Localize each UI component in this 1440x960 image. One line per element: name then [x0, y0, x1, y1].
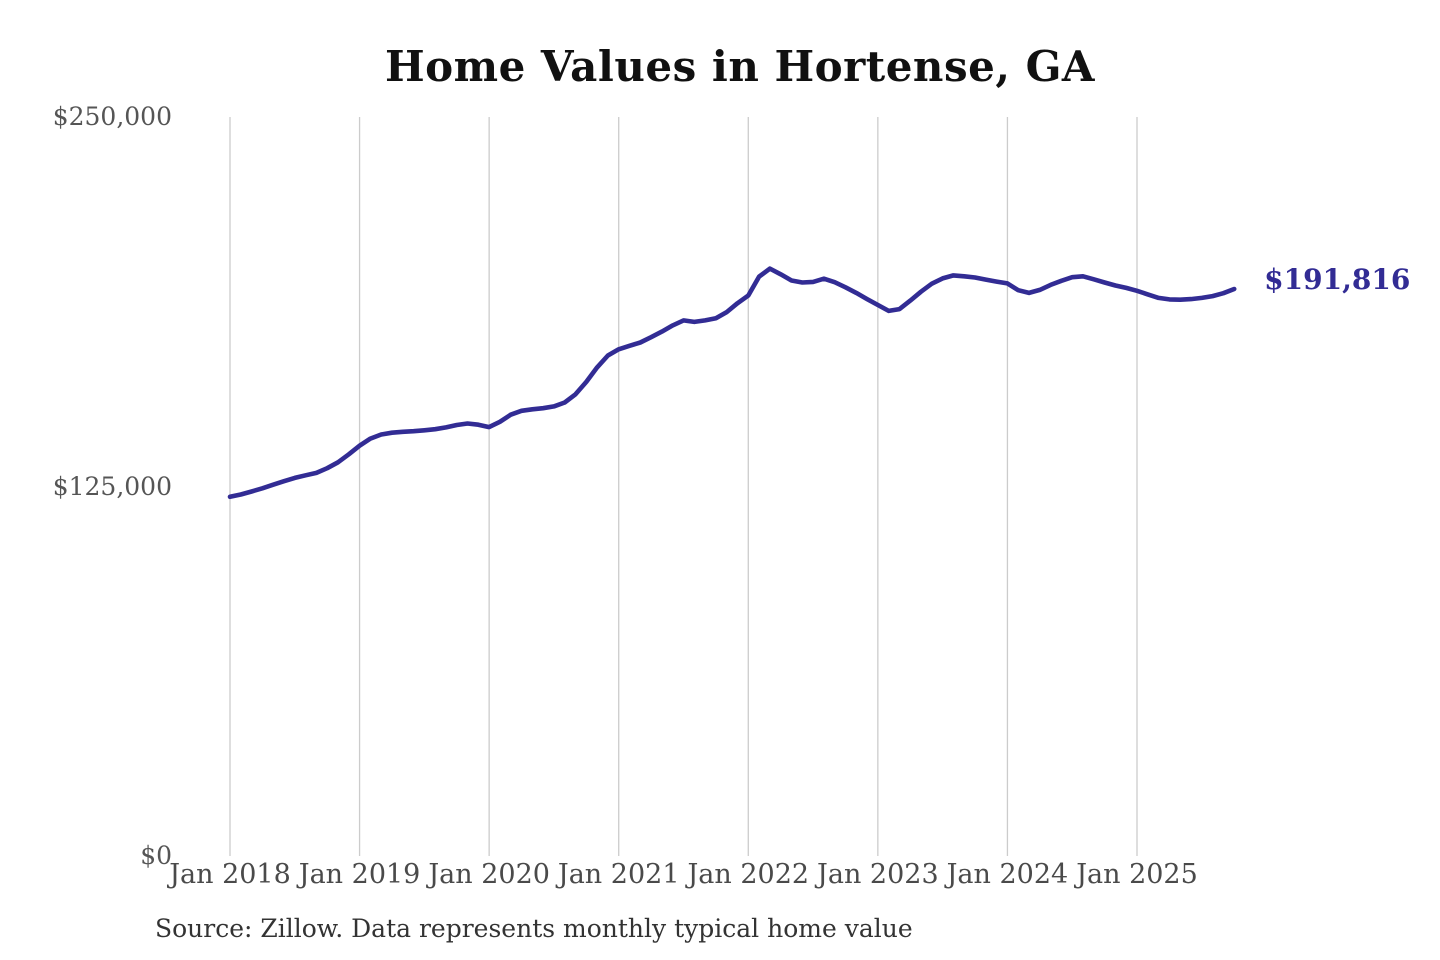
y-axis-tick-label: $0 [140, 841, 172, 870]
end-value-label: $191,816 [1264, 262, 1411, 296]
x-axis-tick-label: Jan 2018 [169, 859, 291, 890]
x-axis-tick-label: Jan 2019 [298, 859, 421, 890]
y-axis-tick-label: $250,000 [52, 102, 172, 131]
source-note: Source: Zillow. Data represents monthly … [155, 914, 913, 943]
x-axis-tick-label: Jan 2023 [817, 859, 939, 890]
x-axis-tick-label: Jan 2021 [557, 859, 680, 890]
page-title: Home Values in Hortense, GA [384, 42, 1096, 91]
home-value-line [227, 266, 1237, 500]
y-axis-tick-label: $125,000 [52, 471, 172, 501]
x-axis-tick-label: Jan 2022 [687, 859, 810, 890]
x-axis-tick-label: Jan 2020 [428, 859, 550, 890]
x-axis-tick-label: Jan 2024 [946, 859, 1069, 890]
x-axis-tick-label: Jan 2025 [1076, 859, 1198, 890]
